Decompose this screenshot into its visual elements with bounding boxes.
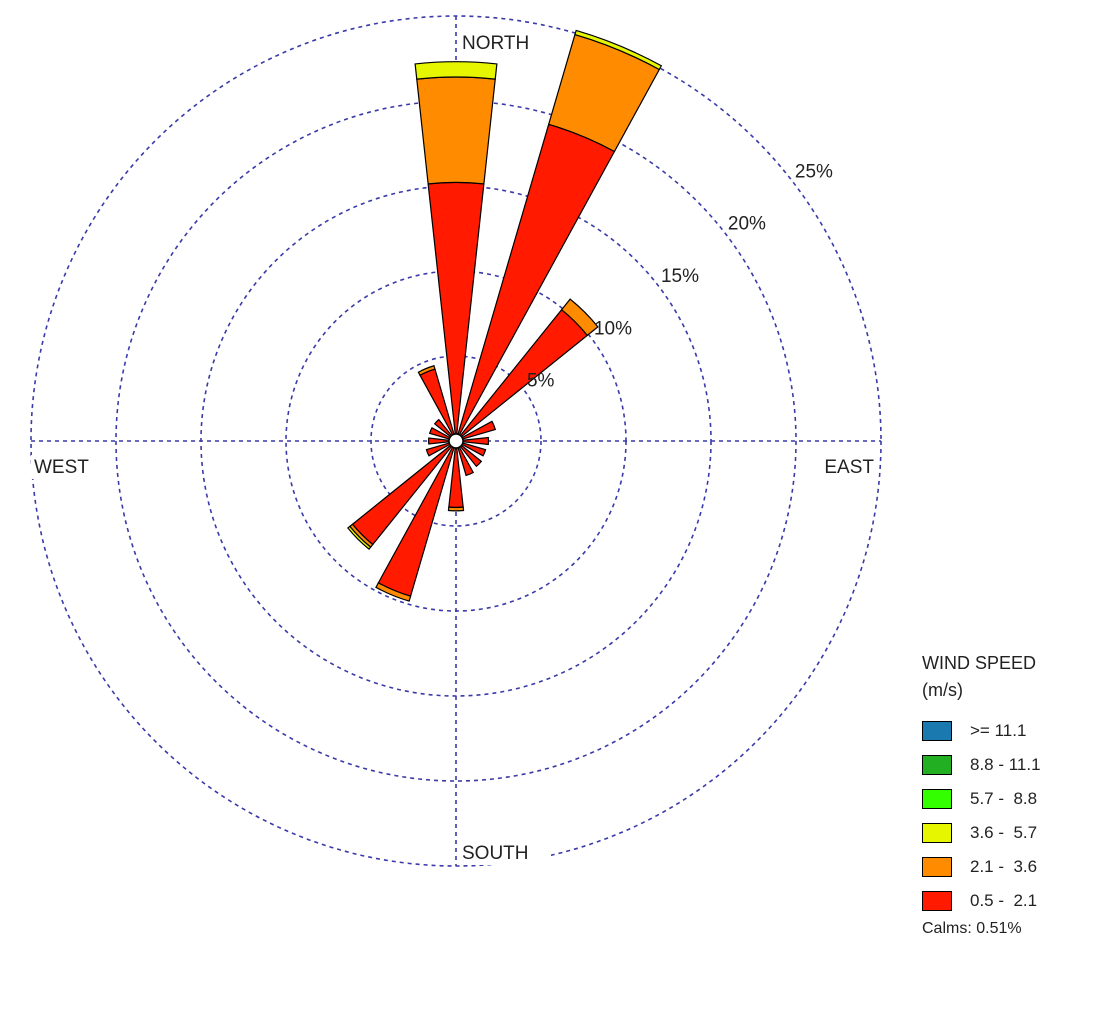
ring-label-10: 10%	[594, 318, 632, 339]
calm-circle	[448, 433, 464, 449]
legend-label: 3.6 - 5.7	[970, 823, 1038, 842]
grid-ring-5	[370, 355, 542, 527]
legend-label: 0.5 - 2.1	[970, 891, 1038, 910]
ring-label-5: 5%	[527, 371, 555, 392]
legend-swatch	[922, 755, 952, 775]
wedge-W-series-0	[428, 437, 450, 445]
legend-swatch	[922, 891, 952, 911]
legend-swatch	[922, 857, 952, 877]
legend-label: >= 11.1	[970, 721, 1027, 740]
legend-item: >= 11.1	[922, 714, 1102, 748]
ring-label-25: 25%	[795, 161, 833, 182]
wedge-NNE-series-2	[574, 29, 663, 71]
rose-labels: 5% 10% 15% 20% 25% NORTH SOUTH WEST EAST	[31, 31, 877, 865]
ring-label-15: 15%	[661, 266, 699, 287]
legend-item: 8.8 - 11.1	[922, 748, 1102, 782]
legend-swatch	[922, 823, 952, 843]
wedge-SSW-series-1	[375, 582, 412, 602]
wedge-SW-series-2	[347, 525, 372, 550]
ring-label-20: 20%	[728, 214, 766, 235]
wedge-N-series-1	[416, 76, 496, 185]
wedge-N-series-2	[414, 61, 498, 80]
legend-label: 8.8 - 11.1	[970, 755, 1041, 774]
legend-title-line1: WIND SPEED	[922, 653, 1037, 673]
legend-label: 5.7 - 8.8	[970, 789, 1038, 808]
wedge-NNW-series-1	[417, 365, 436, 377]
legend-item: 5.7 - 8.8	[922, 782, 1102, 816]
legend-swatch	[922, 789, 952, 809]
legend-item: 0.5 - 2.1	[922, 884, 1102, 918]
direction-label-west: WEST	[34, 457, 89, 478]
direction-label-north: NORTH	[462, 33, 529, 54]
legend-label: 2.1 - 3.6	[970, 857, 1038, 876]
wedge-NE-series-1	[560, 298, 599, 337]
direction-label-south: SOUTH	[462, 843, 529, 864]
wedge-S-series-1	[447, 506, 465, 512]
rose-wedges	[347, 29, 663, 602]
legend-item: 2.1 - 3.6	[922, 850, 1102, 884]
legend-title-line2: (m/s)	[922, 680, 963, 700]
legend: WIND SPEED (m/s) >= 11.1 8.8 - 11.1 5.7 - …	[922, 650, 1102, 938]
direction-label-east: EAST	[824, 457, 874, 478]
calms-label: Calms: 0.51%	[922, 920, 1022, 937]
legend-swatch	[922, 721, 952, 741]
legend-item: 3.6 - 5.7	[922, 816, 1102, 850]
wedge-E-series-0	[462, 436, 490, 446]
